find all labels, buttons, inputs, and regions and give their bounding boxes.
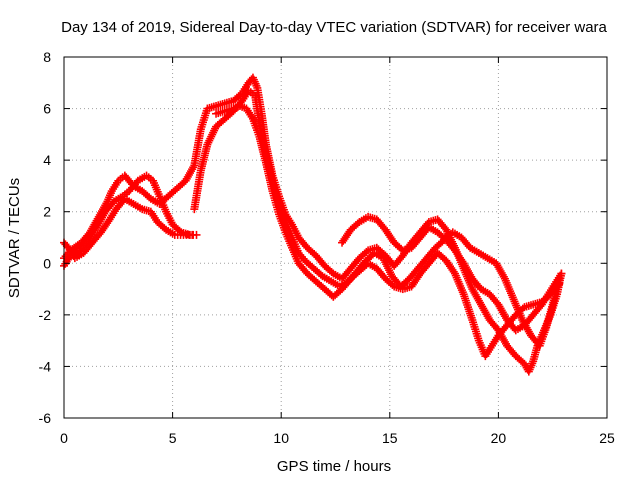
y-tick-label: -2 — [39, 307, 52, 323]
y-tick-label: 6 — [43, 101, 51, 117]
y-tick-label: 2 — [43, 204, 51, 220]
data-point — [188, 230, 197, 239]
x-tick-label: 20 — [491, 430, 507, 446]
y-tick-labels: -6 -4 -2 0 2 4 6 8 — [39, 49, 52, 426]
data-point — [557, 269, 566, 278]
y-axis-label: SDTVAR / TECUs — [6, 178, 23, 298]
x-tick-label: 10 — [273, 430, 289, 446]
x-tick-label: 5 — [169, 430, 177, 446]
y-tick-label: -4 — [39, 358, 52, 374]
x-axis-label: GPS time / hours — [277, 458, 391, 475]
x-tick-label: 0 — [60, 430, 68, 446]
y-tick-label: 8 — [43, 49, 51, 65]
chart-title: Day 134 of 2019, Sidereal Day-to-day VTE… — [61, 19, 607, 36]
y-tick-label: 0 — [43, 255, 51, 271]
data-points — [60, 73, 566, 376]
x-tick-labels: 0 5 10 15 20 25 — [60, 430, 615, 446]
x-tick-label: 15 — [382, 430, 398, 446]
y-tick-label: 4 — [43, 152, 51, 168]
x-tick-label: 25 — [599, 430, 615, 446]
y-tick-label: -6 — [39, 410, 52, 426]
axis-ticks — [63, 56, 608, 419]
plot-frame — [63, 56, 608, 419]
